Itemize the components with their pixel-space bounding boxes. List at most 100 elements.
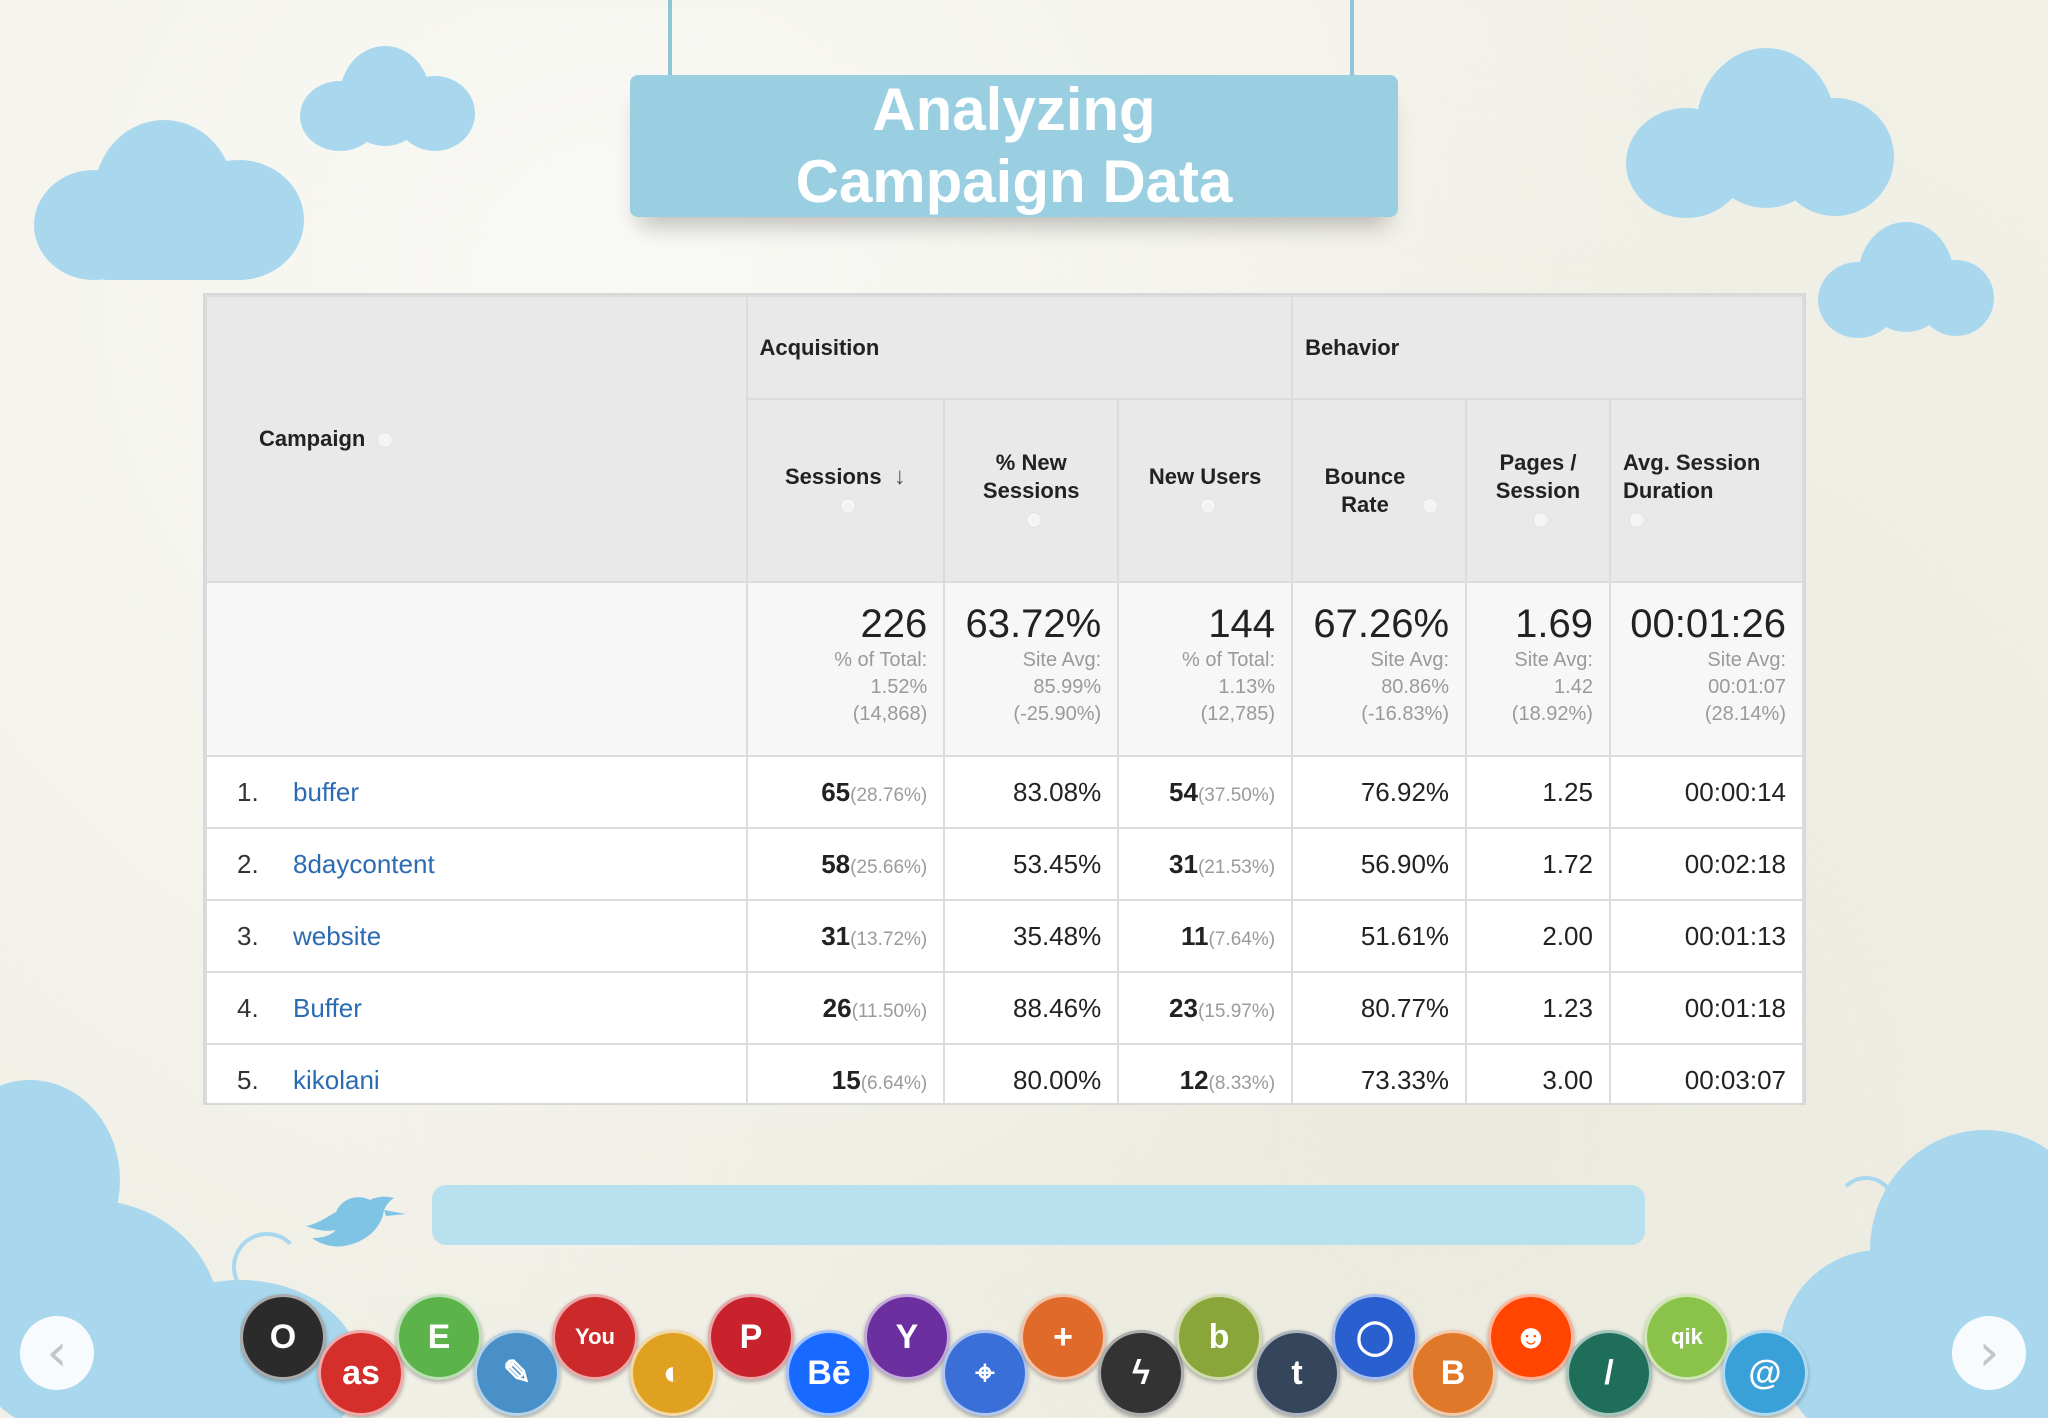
previous-slide-button[interactable]: ‹ [20, 1316, 94, 1390]
table-row: 4. Buffer 26(11.50%) 88.46% 23(15.97%) 80… [205, 971, 1804, 1045]
next-slide-button[interactable]: › [1952, 1316, 2026, 1390]
total-sub-base: (-25.90%) [1013, 703, 1102, 725]
pages-per-session-cell: 2.00 [1465, 899, 1611, 973]
sessions-column-header[interactable]: Sessions ↓ [745, 398, 946, 583]
reddit-icon: ☻ [1488, 1294, 1574, 1380]
new-users-value: 11 [1181, 920, 1209, 951]
sessions-percent: (28.76%) [850, 784, 928, 806]
opera-icon: O [240, 1294, 326, 1380]
new-sessions-cell: 83.08% [943, 755, 1120, 829]
cloud-decoration-top-left-small [300, 46, 480, 156]
total-sub-value: 1.52% [870, 676, 928, 698]
new-users-header-label: New Users [1148, 463, 1262, 489]
pages-per-session-header-label: Pages / Session [1495, 449, 1581, 503]
yahoo-icon: Y [864, 1294, 950, 1380]
new-users-column-header[interactable]: New Users [1117, 398, 1294, 583]
new-sessions-header-label: % New Sessions [982, 449, 1080, 503]
total-sub-label: % of Total: [1182, 649, 1276, 671]
totals-cell-new-sessions: 63.72% Site Avg: 85.99% (-25.90%) [943, 581, 1120, 757]
new-users-percent: (37.50%) [1197, 784, 1276, 806]
total-sub-base: (18.92%) [1511, 703, 1593, 725]
pages-per-session-column-header[interactable]: Pages / Session [1465, 398, 1611, 583]
bounce-rate-column-header[interactable]: Bounce Rate [1291, 398, 1468, 583]
campaign-cell: 2. 8daycontent [205, 827, 748, 901]
avg-session-duration-column-header[interactable]: Avg. Session Duration [1608, 398, 1804, 583]
avg-session-duration-cell: 00:01:13 [1608, 899, 1804, 973]
bounce-rate-cell: 51.61% [1291, 899, 1468, 973]
behance-icon: Bē [786, 1330, 872, 1416]
total-sub-label: Site Avg: [1514, 649, 1593, 671]
campaign-cell: 1. buffer [205, 755, 748, 829]
caption-bar [432, 1185, 1645, 1245]
total-sub-base: (12,785) [1200, 703, 1276, 725]
total-sub-label: Site Avg: [1370, 649, 1450, 671]
totals-row: 226 % of Total: 1.52% (14,868) 63.72% Si… [205, 581, 1804, 757]
help-icon[interactable] [377, 432, 394, 449]
help-icon[interactable] [1026, 511, 1043, 528]
campaign-table: Campaign Acquisition Behavior Sessions ↓… [203, 293, 1806, 1105]
pages-per-session-cell: 3.00 [1465, 1043, 1611, 1103]
new-users-cell: 12(8.33%) [1117, 1043, 1294, 1103]
new-sessions-cell: 80.00% [943, 1043, 1120, 1103]
campaign-link[interactable]: buffer [293, 776, 360, 807]
at-icon: @ [1722, 1330, 1808, 1416]
new-sessions-column-header[interactable]: % New Sessions [943, 398, 1120, 583]
table-row: 3. website 31(13.72%) 35.48% 11(7.64%) 51… [205, 899, 1804, 973]
total-sub-label: Site Avg: [1022, 649, 1102, 671]
campaign-link[interactable]: 8daycontent [293, 848, 435, 879]
total-value: 1.69 [1515, 602, 1593, 646]
sessions-cell: 15(6.64%) [745, 1043, 946, 1103]
total-value: 144 [1208, 602, 1276, 646]
help-icon[interactable] [1532, 511, 1549, 528]
help-icon[interactable] [1422, 497, 1439, 514]
total-value: 226 [860, 602, 928, 646]
avg-session-duration-header-label: Avg. Session Duration [1622, 449, 1761, 503]
picasa-icon: ◐ [630, 1330, 716, 1416]
hanger-string-right [1350, 0, 1354, 78]
avg-session-duration-cell: 00:01:18 [1608, 971, 1804, 1045]
sessions-header-label: Sessions [785, 463, 882, 489]
sessions-percent: (11.50%) [851, 1000, 928, 1022]
swirl-decoration-right [1836, 1176, 1896, 1236]
help-icon[interactable] [1628, 511, 1645, 528]
campaign-link[interactable]: kikolani [293, 1064, 380, 1095]
qik-icon: qik [1644, 1294, 1730, 1380]
sessions-value: 58 [821, 848, 851, 879]
row-number: 1. [237, 776, 259, 807]
total-value: 63.72% [965, 602, 1102, 646]
totals-cell-sessions: 226 % of Total: 1.52% (14,868) [745, 581, 946, 757]
bounce-rate-cell: 73.33% [1291, 1043, 1468, 1103]
totals-cell-new-users: 144 % of Total: 1.13% (12,785) [1117, 581, 1294, 757]
chevron-left-icon: ‹ [46, 1323, 68, 1383]
sessions-cell: 58(25.66%) [745, 827, 946, 901]
sessions-value: 26 [822, 992, 852, 1023]
campaign-column-header[interactable]: Campaign [205, 295, 748, 583]
bounce-rate-header-label: Bounce Rate [1324, 463, 1406, 517]
row-number: 4. [237, 992, 259, 1023]
new-users-percent: (8.33%) [1208, 1072, 1276, 1094]
help-icon[interactable] [840, 497, 857, 514]
pinterest-icon: P [708, 1294, 794, 1380]
lastfm-icon: as [318, 1330, 404, 1416]
slash-icon: / [1566, 1330, 1652, 1416]
tumblr-icon: t [1254, 1330, 1340, 1416]
total-sub-value: 00:01:07 [1708, 676, 1786, 698]
row-number: 2. [237, 848, 259, 879]
total-sub-value: 1.13% [1218, 676, 1276, 698]
new-users-cell: 11(7.64%) [1117, 899, 1294, 973]
table-row: 2. 8daycontent 58(25.66%) 53.45% 31(21.53… [205, 827, 1804, 901]
sessions-value: 31 [821, 920, 851, 951]
cloud-decoration-top-left [34, 100, 304, 280]
pages-per-session-cell: 1.25 [1465, 755, 1611, 829]
sessions-percent: (13.72%) [850, 928, 928, 950]
pages-per-session-cell: 1.23 [1465, 971, 1611, 1045]
sort-descending-icon[interactable]: ↓ [893, 462, 906, 490]
campaign-link[interactable]: Buffer [293, 992, 362, 1023]
sessions-percent: (25.66%) [850, 856, 928, 878]
help-icon[interactable] [1200, 497, 1217, 514]
total-sub-value: 85.99% [1033, 676, 1102, 698]
new-sessions-cell: 88.46% [943, 971, 1120, 1045]
campaign-link[interactable]: website [293, 920, 382, 951]
evernote-icon: E [396, 1294, 482, 1380]
avg-session-duration-cell: 00:03:07 [1608, 1043, 1804, 1103]
